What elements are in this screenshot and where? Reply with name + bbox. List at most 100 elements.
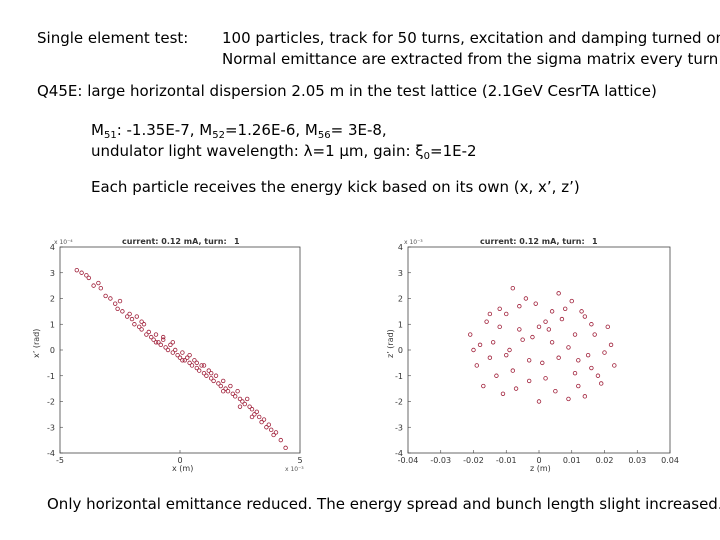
plot2-ytick-label: 1 xyxy=(398,320,403,329)
plot1-data-point xyxy=(184,355,190,360)
plot2-data-point xyxy=(517,327,522,332)
plot1-data-point xyxy=(273,430,279,435)
plot1-data-point xyxy=(115,306,120,311)
plot1-data-point xyxy=(223,386,228,391)
plot1-data-point xyxy=(151,337,156,342)
plot2-data-point xyxy=(569,298,574,304)
plot1-data-point xyxy=(252,412,257,417)
plot1-data-point xyxy=(98,286,103,291)
plot2-xtick-label: -0.04 xyxy=(398,456,419,465)
plot1-title: current: 0.12 mA, turn: xyxy=(122,237,227,246)
plot2-data-point xyxy=(572,332,578,337)
plot1-data-point xyxy=(182,358,187,363)
plot1-data-point xyxy=(86,275,91,281)
plot1-data-point xyxy=(249,414,255,420)
plot2-data-point xyxy=(556,291,561,296)
plot2-data-point xyxy=(487,355,493,360)
plot2-data-point xyxy=(487,311,493,317)
plot1-data-point xyxy=(165,347,171,353)
conclusion-text: Only horizontal emittance reduced. The e… xyxy=(47,495,720,513)
plot1-ytick-label: -3 xyxy=(47,423,55,432)
plot1-data-point xyxy=(271,432,276,438)
plot1-data-point xyxy=(208,370,214,376)
xi-subscript: 0 xyxy=(423,151,431,162)
plot1-ylabel: x’ (rad) xyxy=(32,329,41,358)
plot1-data-point xyxy=(220,388,226,394)
plot2-ytick-label: 4 xyxy=(398,243,403,252)
plot2-data-point xyxy=(497,306,502,311)
plot1-data-point xyxy=(168,342,173,348)
plot1-ytick-label: 0 xyxy=(50,346,55,355)
plot2-data-point xyxy=(556,355,561,360)
plot1-data-point xyxy=(156,340,161,345)
m52-label: M xyxy=(199,121,213,139)
plot2-data-point xyxy=(566,345,571,350)
plot1-xtick-label: 5 xyxy=(297,456,302,465)
plot1-data-point xyxy=(201,370,207,376)
plot1-ytick-label: 3 xyxy=(50,269,55,278)
plot2-data-point xyxy=(592,332,597,337)
z-phase-space-plot: current: 0.12 mA, turn: 1 x 10⁻³ 4 3 2 1 0 -1… xyxy=(386,237,679,473)
plot1-data-point xyxy=(199,363,204,368)
plot1-data-point xyxy=(204,373,209,378)
plot2-data-point xyxy=(553,388,558,394)
plot1-data-point xyxy=(278,437,283,443)
plot2-title: current: 0.12 mA, turn: xyxy=(480,237,585,246)
undulator-prefix: undulator light wavelength: xyxy=(91,142,304,160)
plot2-data-point xyxy=(546,327,552,332)
m56-value: = 3E-8, xyxy=(330,121,387,139)
plot2-data-point xyxy=(589,322,594,327)
test-description-line2: Normal emittance are extracted from the … xyxy=(222,50,719,68)
q45e-description: Q45E: large horizontal dispersion 2.05 m… xyxy=(37,82,657,100)
plot1-data-point xyxy=(249,407,255,412)
plot1-ytick-label: 2 xyxy=(50,295,55,304)
plot2-data-point xyxy=(471,347,476,353)
plot1-ytick-label: -4 xyxy=(47,449,55,458)
plot1-data-point xyxy=(237,404,243,409)
plot2-data-point xyxy=(526,378,532,384)
matrix-elements: M51: -1.35E-7, M52=1.26E-6, M56= 3E-8, xyxy=(91,120,387,141)
plot2-ytick-label: 3 xyxy=(398,269,403,278)
plot1-turn: 1 xyxy=(234,237,240,246)
plot1-data-point xyxy=(196,368,202,373)
plot2-ytick-label: -2 xyxy=(395,398,403,407)
plot2-xtick-label: -0.02 xyxy=(463,456,484,465)
plot1-x-exponent: x 10⁻³ xyxy=(285,466,304,473)
plot1-data-point xyxy=(218,383,223,389)
plot2-data-point xyxy=(490,340,496,345)
m51-label: M xyxy=(91,121,104,139)
plot1-data-point xyxy=(139,327,144,332)
plot1-data-point xyxy=(187,360,192,366)
plot1-data-point xyxy=(194,360,199,366)
plot1-data-point xyxy=(170,350,175,355)
plot1-data-point xyxy=(235,388,240,394)
plot1-data-point xyxy=(259,419,264,425)
plot2-data-point xyxy=(484,319,489,324)
plot2-data-point xyxy=(562,306,568,311)
plot1-data-point xyxy=(268,427,274,433)
plot1-data-point xyxy=(228,383,233,389)
energy-kick-note: Each particle receives the energy kick b… xyxy=(91,178,580,196)
plot1-data-point xyxy=(194,365,199,371)
plot1-data-point xyxy=(141,322,147,327)
plot1-axes-box xyxy=(59,246,301,454)
plot1-data-point xyxy=(180,358,185,363)
plot2-data-point xyxy=(520,337,525,342)
plot1-data-point xyxy=(84,273,89,278)
lambda-value: =1 xyxy=(312,142,340,160)
plot1-data-point xyxy=(256,414,262,420)
plot2-ytick-label: -3 xyxy=(395,423,403,432)
plot2-data-point xyxy=(582,314,588,319)
gain-prefix: , gain: xyxy=(363,142,416,160)
plot2-data-point xyxy=(599,381,604,386)
plot1-data-point xyxy=(201,363,207,368)
plot1-data-point xyxy=(124,314,130,319)
plot2-data-point xyxy=(510,286,515,291)
plot1-data-point xyxy=(132,322,137,327)
plot1-data-point xyxy=(74,267,79,273)
m56-label: M xyxy=(304,121,318,139)
plot2-ytick-label: 2 xyxy=(398,295,403,304)
plot2-data-point xyxy=(543,319,548,324)
plot1-data-point xyxy=(192,358,197,363)
plot2-data-point xyxy=(549,340,555,345)
